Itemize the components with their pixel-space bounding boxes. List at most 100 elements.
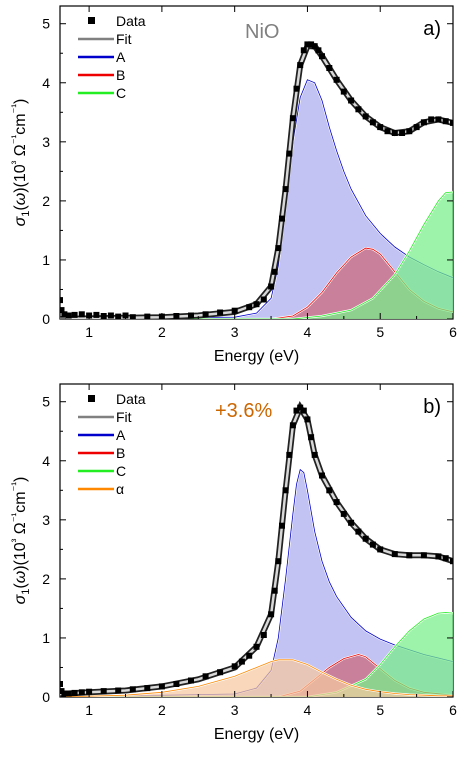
panel-a-data-point — [217, 309, 224, 316]
panel-a-data-point — [308, 41, 315, 48]
panel-b-data-point — [333, 499, 340, 506]
panel-a-data-point — [362, 113, 369, 120]
panel-b-data-point — [268, 611, 275, 618]
panel-b-data-point — [289, 422, 296, 429]
panel-b-data-point — [78, 689, 85, 696]
panel-b-data-point — [304, 416, 311, 423]
panel-b-data-point — [158, 683, 165, 690]
panel-b-data-point — [115, 687, 122, 694]
panel-a-annotation: NiO — [245, 21, 279, 43]
panel-a-data-point — [435, 116, 442, 123]
panel-b-data-point — [60, 681, 63, 687]
panel-a-y-tick-label: 2 — [42, 193, 50, 209]
panel-b-x-tick-label: 2 — [158, 702, 166, 718]
panel-a-area-b — [60, 248, 453, 319]
panel-a-data-point — [246, 304, 253, 311]
panel-a-area-c — [60, 192, 453, 319]
panel-a-legend-label-c: C — [116, 85, 126, 101]
panel-b-component-areas — [60, 467, 453, 697]
panel-b-data-point — [129, 686, 136, 693]
panel-a-data-point — [384, 128, 391, 135]
panel-a-y-tick-label: 5 — [42, 16, 50, 32]
panel-b-data-point — [275, 558, 282, 565]
panel-a-data-point — [391, 130, 398, 136]
panel-a-data-point — [293, 85, 300, 92]
panel-b-data-point — [326, 487, 333, 494]
panel-a-data-point — [93, 311, 100, 318]
panel-b-data-point — [271, 587, 278, 594]
panel-a-x-tick-label: 5 — [376, 324, 384, 340]
panel-a-data-point — [60, 297, 63, 304]
panel-b-data-point — [217, 669, 224, 676]
panel-b-data-point — [300, 407, 307, 414]
panel-a-data-point — [188, 312, 194, 319]
panel-a-data-point — [107, 312, 114, 319]
panel-a-data-point — [348, 97, 355, 104]
panel-b-data-point — [355, 528, 362, 535]
panel-a-data-point — [253, 301, 260, 308]
panel-a-x-tick-label: 3 — [231, 324, 239, 340]
panel-b-y-tick-label: 2 — [42, 571, 50, 587]
panel-b-legend-label-data: Data — [116, 391, 146, 407]
panel-b-x-tick-label: 3 — [231, 702, 239, 718]
panel-a-data-point — [406, 128, 413, 135]
panel-a-data-point — [311, 43, 318, 50]
panel-a-data-point — [60, 307, 65, 314]
panel-a-data-point — [297, 62, 304, 69]
panel-b-data-point — [202, 673, 209, 680]
panel-b-data-point — [308, 434, 315, 441]
panel-b-data-point — [61, 690, 68, 697]
panel-a-x-axis-title: Energy (eV) — [214, 348, 299, 365]
panel-b-legend-label-alpha: α — [116, 481, 124, 497]
panel-b-data-point — [369, 541, 376, 548]
panel-b-y-tick-label: 4 — [42, 453, 50, 469]
panel-a-data-point — [442, 118, 449, 125]
panel-b-data-point — [435, 553, 442, 560]
panel-a-legend-label-b: B — [116, 67, 125, 83]
panel-a-data-point — [326, 65, 333, 71]
panel-a-data-point — [268, 283, 275, 290]
panel-b-data-point — [173, 681, 180, 687]
panel-b-data-point — [286, 451, 293, 458]
panel-a-data-point — [282, 186, 289, 193]
panel-b-data-point — [340, 510, 347, 517]
panel-b-x-axis-title: Energy (eV) — [214, 726, 299, 743]
panel-a-legend: Data Fit ABC — [78, 13, 146, 101]
panel-a: 1 2 3 4 5 6 0 1 2 3 4 5 Data Fit ABC a) NiO Energy (e… — [10, 5, 457, 365]
panel-b-x-tick-label: 1 — [85, 702, 93, 718]
panel-a-y-tick-label: 0 — [42, 311, 50, 327]
panel-a-data-point — [428, 116, 435, 123]
panel-a-y-tick-label: 3 — [42, 134, 50, 150]
panel-a-data-point — [129, 314, 136, 319]
panel-a-data-point — [65, 312, 72, 319]
panel-b-ticks: 1 2 3 4 5 6 0 1 2 3 4 5 — [42, 384, 457, 718]
panel-b-data-point — [442, 555, 449, 562]
panel-b-data-point — [420, 552, 427, 559]
panel-a-data-point — [144, 313, 151, 319]
panel-b-data-point — [260, 632, 267, 638]
panel-a-data-point — [260, 296, 267, 303]
panel-b-legend-label-fit: Fit — [116, 409, 132, 425]
panel-a-data-point — [271, 268, 278, 275]
panel-a-data-point — [355, 106, 362, 113]
panel-b-label: b) — [423, 396, 441, 418]
panel-b-y-tick-label: 0 — [42, 689, 50, 705]
panel-a-ticks: 1 2 3 4 5 6 0 1 2 3 4 5 — [42, 6, 457, 340]
panel-b-data-point — [362, 535, 369, 542]
panel-a-x-tick-label: 6 — [449, 324, 457, 340]
panel-a-data-point — [333, 76, 340, 83]
panel-a-data-point — [286, 150, 293, 157]
panel-a-data-point — [399, 130, 406, 136]
panel-b-data-point — [348, 519, 355, 526]
panel-b-data-points — [60, 404, 453, 697]
panel-a-legend-label-a: A — [116, 49, 126, 65]
panel-a-data-point — [319, 53, 325, 60]
panel-b-data-point — [144, 685, 151, 692]
panel-b-annotation: +3.6% — [215, 400, 272, 422]
panel-b-area-a — [60, 469, 453, 697]
panel-b-data-point — [279, 522, 285, 529]
panel-b-legend-label-a: A — [116, 427, 126, 443]
